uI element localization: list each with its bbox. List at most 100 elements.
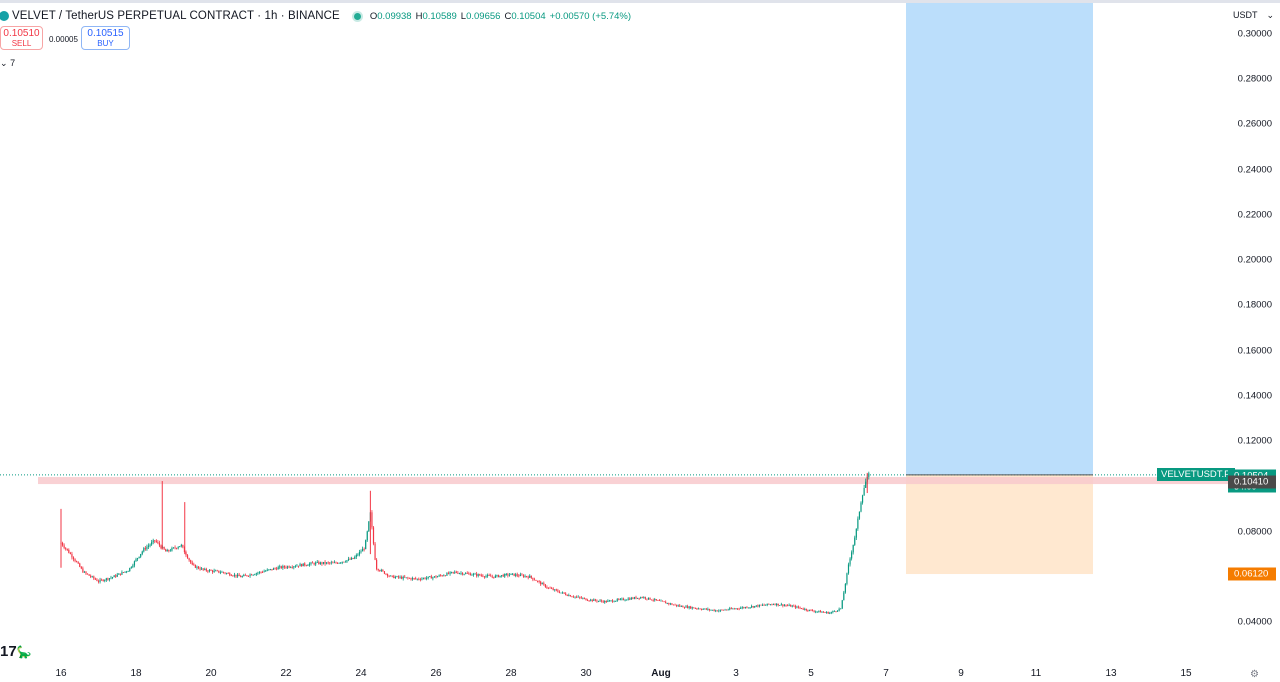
candle-body [280, 566, 282, 569]
candle-body [771, 604, 773, 606]
candle-body [232, 575, 234, 577]
candle-body [774, 604, 776, 606]
candle-body [569, 595, 571, 597]
candle-body [149, 544, 151, 546]
sell-button[interactable]: 0.10510 SELL [0, 26, 43, 50]
candle-body [213, 570, 215, 572]
candle-body [126, 571, 128, 573]
candle-body [397, 576, 400, 578]
candle-body [258, 571, 261, 573]
candle-body [693, 607, 695, 609]
candle-body [85, 571, 87, 574]
candle-body [722, 609, 725, 611]
candle-body [429, 576, 431, 578]
candle-body [519, 574, 521, 577]
candle-body [299, 564, 301, 567]
price-axis[interactable]: 0.30000 0.28000 0.26000 0.24000 0.22000 0.200… [1228, 3, 1280, 665]
candle-body [757, 605, 759, 607]
candle-body [526, 576, 528, 577]
candle-body [163, 546, 165, 550]
ohlc-key: H [415, 10, 423, 22]
price-tick: 0.26000 [1237, 118, 1272, 130]
candle-body [613, 601, 615, 603]
candle-body [174, 547, 176, 549]
candle-body [527, 576, 529, 578]
candle-body [421, 578, 423, 580]
candle-body [360, 551, 362, 553]
candle-body [835, 611, 837, 612]
candle-body [769, 604, 771, 606]
candle-body [266, 569, 268, 571]
candle-body [383, 571, 386, 574]
currency-selector[interactable]: USDT ⌄ [1229, 7, 1278, 23]
candle-body [538, 581, 540, 582]
candle-body [433, 576, 436, 578]
candle-body [196, 566, 198, 568]
price-tick: 0.20000 [1237, 254, 1272, 266]
candle-body [93, 576, 95, 579]
buy-label: BUY [97, 39, 114, 48]
candle-body [760, 604, 762, 606]
candle-body [796, 606, 798, 608]
candle-body [671, 603, 673, 605]
candle-body [821, 611, 823, 613]
candle-body [294, 566, 296, 568]
ohlc-values: O0.09938 H0.10589 L0.09656 C0.10504 +0.00570… [370, 11, 631, 22]
candle-body [116, 574, 118, 577]
candle-body [783, 605, 786, 607]
indicators-toggle[interactable]: ⌄ 7 [0, 58, 15, 69]
candle-body [405, 577, 407, 579]
candle-body [179, 546, 181, 548]
candle-body [251, 574, 253, 576]
candle-body [735, 608, 737, 610]
symbol-title[interactable]: VELVET / TetherUS PERPETUAL CONTRACT · 1… [12, 10, 340, 22]
candle-body [80, 566, 82, 569]
symbol-price-label: VELVETUSDT.P [1157, 468, 1235, 481]
candle-body [683, 607, 686, 609]
candle-body [413, 578, 415, 579]
candle-body [635, 597, 637, 599]
candle-body [733, 608, 736, 610]
candle-body [285, 567, 287, 569]
ohlc-key: C [504, 10, 512, 22]
candle-body [354, 557, 356, 559]
chart-area[interactable] [0, 3, 1228, 665]
candle-body [329, 562, 331, 564]
candle-body [127, 571, 129, 572]
candle-body [758, 604, 761, 607]
chart-header: VELVET / TetherUS PERPETUAL CONTRACT · 1… [0, 8, 631, 24]
candle-body [440, 575, 442, 577]
candle-body [307, 565, 309, 567]
candle-body [841, 600, 843, 609]
ohlc-item: H0.10589 [416, 11, 457, 22]
candle-body [502, 575, 504, 577]
candle-body [108, 578, 111, 580]
candle-body [451, 571, 453, 573]
buy-button[interactable]: 0.10515 BUY [81, 26, 130, 50]
candle-body [488, 575, 490, 576]
candle-body [418, 578, 420, 580]
candle-body [88, 574, 90, 576]
candle-body [511, 573, 514, 575]
price-tick: 0.28000 [1237, 73, 1272, 85]
candle-body [507, 574, 509, 576]
candle-body [347, 558, 350, 561]
candle-body [77, 562, 79, 564]
candle-body [402, 576, 404, 579]
time-axis[interactable]: 16 18 20 22 24 26 28 30 Aug 3 5 7 9 11 13 15 [0, 665, 1280, 682]
settings-icon[interactable]: ⚙ [1250, 669, 1259, 680]
candle-body [560, 592, 562, 594]
candle-body [390, 575, 392, 577]
candle-body [191, 562, 193, 565]
candle-body [204, 568, 206, 570]
ohlc-key: O [369, 10, 378, 22]
candle-body [140, 553, 142, 557]
candle-body [321, 562, 323, 564]
candle-body [340, 562, 342, 564]
time-tick: 13 [1105, 668, 1117, 679]
tradingview-logo[interactable]: 17🦕 [0, 643, 32, 660]
candle-body [288, 566, 290, 568]
candle-body [804, 608, 806, 610]
candle-body [501, 575, 503, 576]
price-chart[interactable] [0, 3, 1228, 665]
